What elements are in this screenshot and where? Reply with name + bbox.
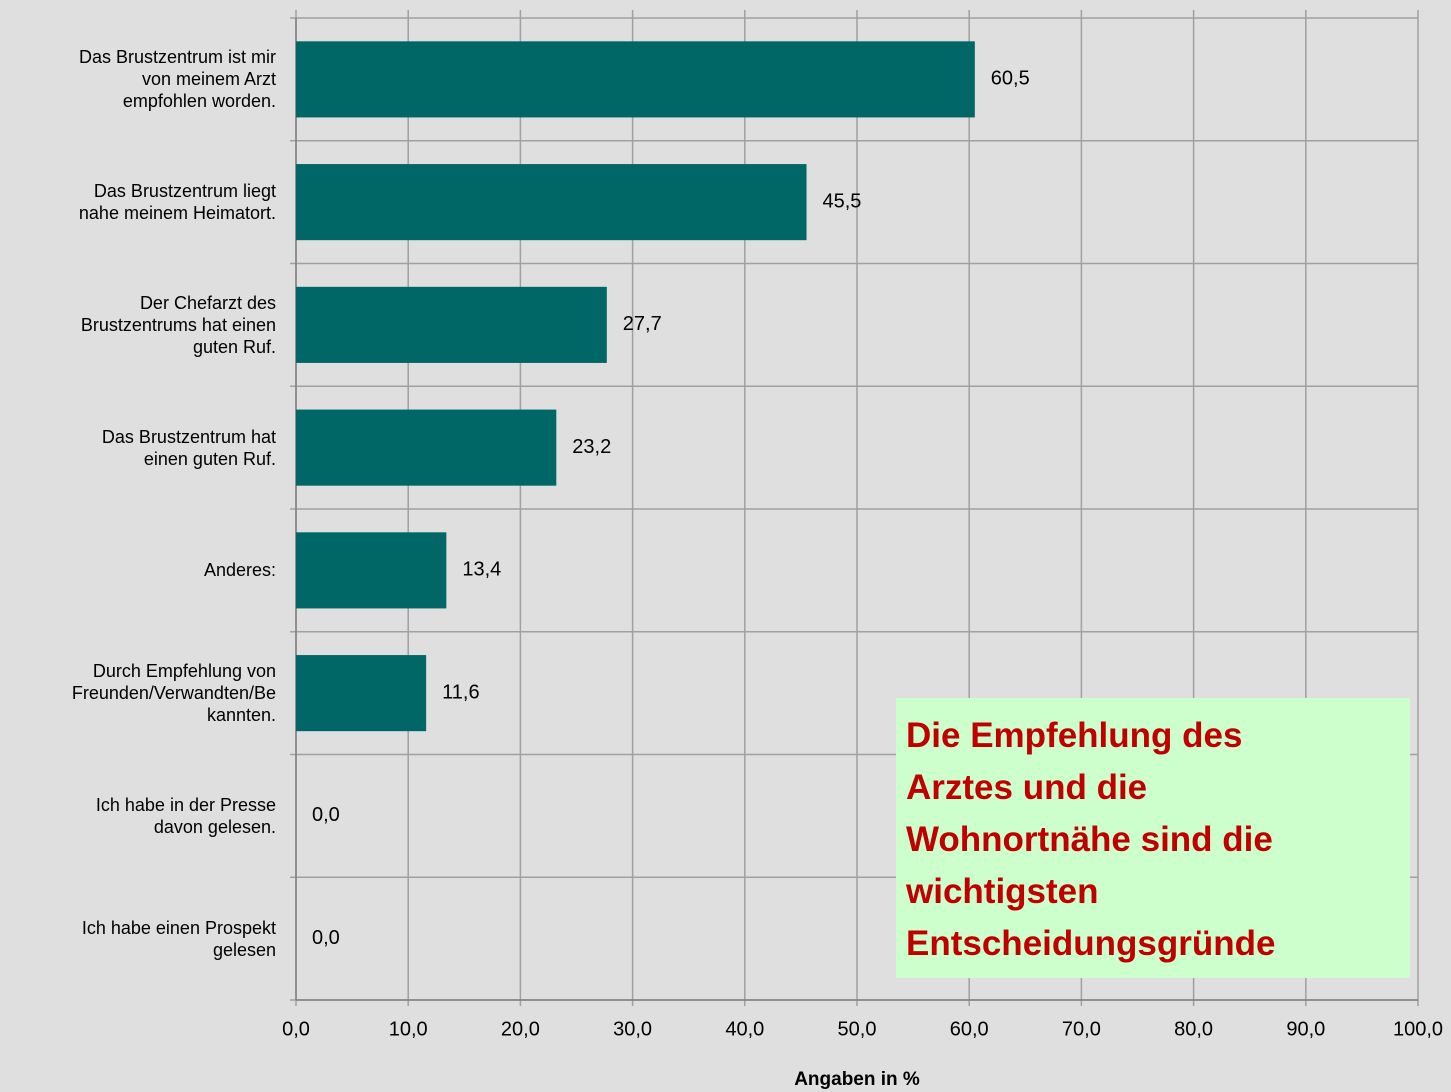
y-tick-label: Durch Empfehlung von Freunden/Verwandten… bbox=[71, 661, 276, 726]
bar bbox=[296, 532, 447, 609]
value-label: 27,7 bbox=[623, 313, 662, 335]
bar bbox=[296, 41, 975, 118]
value-label: 23,2 bbox=[572, 436, 611, 458]
x-tick-label: 0,0 bbox=[282, 1018, 310, 1040]
y-tick-label: Der Chefarzt des Brustzentrums hat einen… bbox=[80, 292, 276, 357]
x-tick-label: 90,0 bbox=[1286, 1018, 1325, 1040]
x-tick-label: 40,0 bbox=[725, 1018, 764, 1040]
annotation: Die Empfehlung des Arztes und die Wohnor… bbox=[896, 698, 1410, 978]
y-tick-label: Ich habe in der Presse davon gelesen. bbox=[95, 794, 276, 837]
y-tick-label: Ich habe einen Prospekt gelesen bbox=[81, 917, 276, 960]
x-tick-label: 30,0 bbox=[613, 1018, 652, 1040]
value-label: 11,6 bbox=[442, 681, 479, 703]
y-tick-label: Anderes: bbox=[203, 560, 276, 581]
bar bbox=[296, 655, 427, 732]
bar bbox=[296, 164, 807, 241]
y-tick-label: Das Brustzentrum ist mir von meinem Arzt… bbox=[78, 47, 276, 112]
x-tick-label: 50,0 bbox=[838, 1018, 877, 1040]
x-tick-label: 70,0 bbox=[1062, 1018, 1101, 1040]
x-tick-label: 60,0 bbox=[950, 1018, 989, 1040]
bar bbox=[296, 286, 607, 363]
x-tick-label: 80,0 bbox=[1174, 1018, 1213, 1040]
y-tick-label: Das Brustzentrum liegt nahe meinem Heima… bbox=[78, 181, 276, 224]
value-label: 0,0 bbox=[312, 927, 340, 949]
x-tick-label: 20,0 bbox=[501, 1018, 540, 1040]
x-tick-label: 10,0 bbox=[389, 1018, 428, 1040]
bar bbox=[296, 409, 557, 486]
x-axis-title: Angaben in % bbox=[794, 1069, 920, 1090]
x-tick-label: 100,0 bbox=[1393, 1018, 1443, 1040]
value-label: 13,4 bbox=[462, 559, 501, 581]
value-label: 45,5 bbox=[823, 190, 862, 212]
value-label: 0,0 bbox=[312, 804, 340, 826]
y-tick-label: Das Brustzentrum hat einen guten Ruf. bbox=[101, 426, 276, 469]
value-label: 60,5 bbox=[991, 68, 1030, 90]
